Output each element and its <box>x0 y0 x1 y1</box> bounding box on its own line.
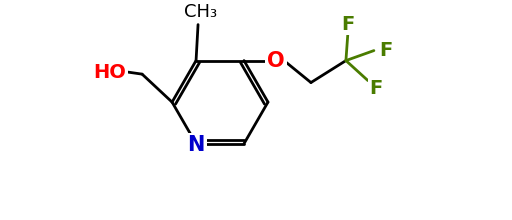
Text: F: F <box>342 15 354 34</box>
Text: F: F <box>369 79 382 98</box>
Text: N: N <box>187 135 205 155</box>
Text: CH₃: CH₃ <box>184 3 218 21</box>
Text: HO: HO <box>94 63 126 82</box>
Text: O: O <box>267 51 285 71</box>
Text: F: F <box>379 41 393 60</box>
